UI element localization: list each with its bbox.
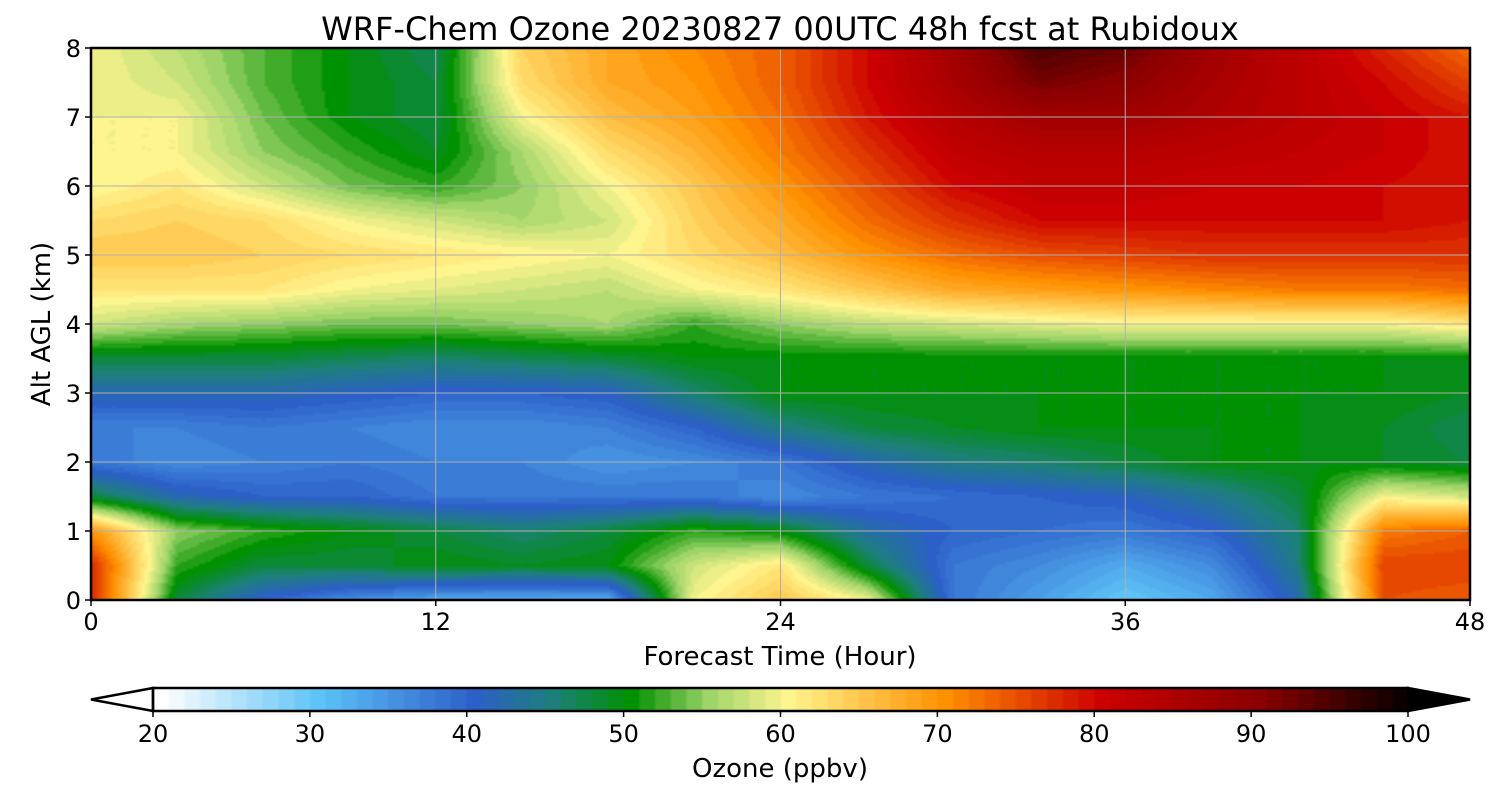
y-tick-label: 4 [66, 311, 81, 339]
plot-area [89, 46, 1472, 602]
colorbar-gradient [153, 688, 1408, 711]
y-tick-label: 1 [66, 518, 81, 546]
colorbar: 20 30 40 50 60 70 80 90 100 Ozone (ppbv) [90, 686, 1471, 784]
y-tick-label: 3 [66, 380, 81, 408]
colorbar-extend-high [1406, 686, 1471, 713]
y-tick-label: 6 [66, 173, 81, 201]
x-axis-label: Forecast Time (Hour) [643, 642, 916, 672]
colorbar-tick-label: 40 [451, 720, 482, 748]
y-tick-label: 7 [66, 104, 81, 132]
y-tick-label: 5 [66, 242, 81, 270]
chart-title: WRF-Chem Ozone 20230827 00UTC 48h fcst a… [321, 10, 1239, 48]
x-tick-label: 12 [420, 608, 451, 636]
colorbar-tick-label: 70 [922, 720, 953, 748]
colorbar-ticks: 20 30 40 50 60 70 80 90 100 [138, 711, 1431, 748]
x-tick-label: 0 [83, 608, 98, 636]
y-axis-ticks: 0 1 2 3 4 5 6 7 8 [66, 35, 91, 615]
grid-lines [91, 48, 1470, 600]
y-tick-label: 0 [66, 587, 81, 615]
colorbar-tick-label: 50 [608, 720, 639, 748]
x-axis-ticks: 0 12 24 36 48 [83, 600, 1485, 636]
y-tick-label: 2 [66, 449, 81, 477]
colorbar-tick-label: 100 [1385, 720, 1431, 748]
x-tick-label: 48 [1455, 608, 1486, 636]
colorbar-tick-label: 80 [1079, 720, 1110, 748]
y-tick-label: 8 [66, 35, 81, 63]
x-tick-label: 36 [1110, 608, 1141, 636]
colorbar-extend-low [90, 686, 155, 713]
x-tick-label: 24 [765, 608, 796, 636]
colorbar-label: Ozone (ppbv) [692, 754, 868, 784]
colorbar-tick-label: 20 [138, 720, 169, 748]
colorbar-tick-label: 90 [1236, 720, 1267, 748]
colorbar-tick-label: 60 [765, 720, 796, 748]
colorbar-tick-label: 30 [295, 720, 326, 748]
y-axis-label: Alt AGL (km) [27, 242, 57, 406]
